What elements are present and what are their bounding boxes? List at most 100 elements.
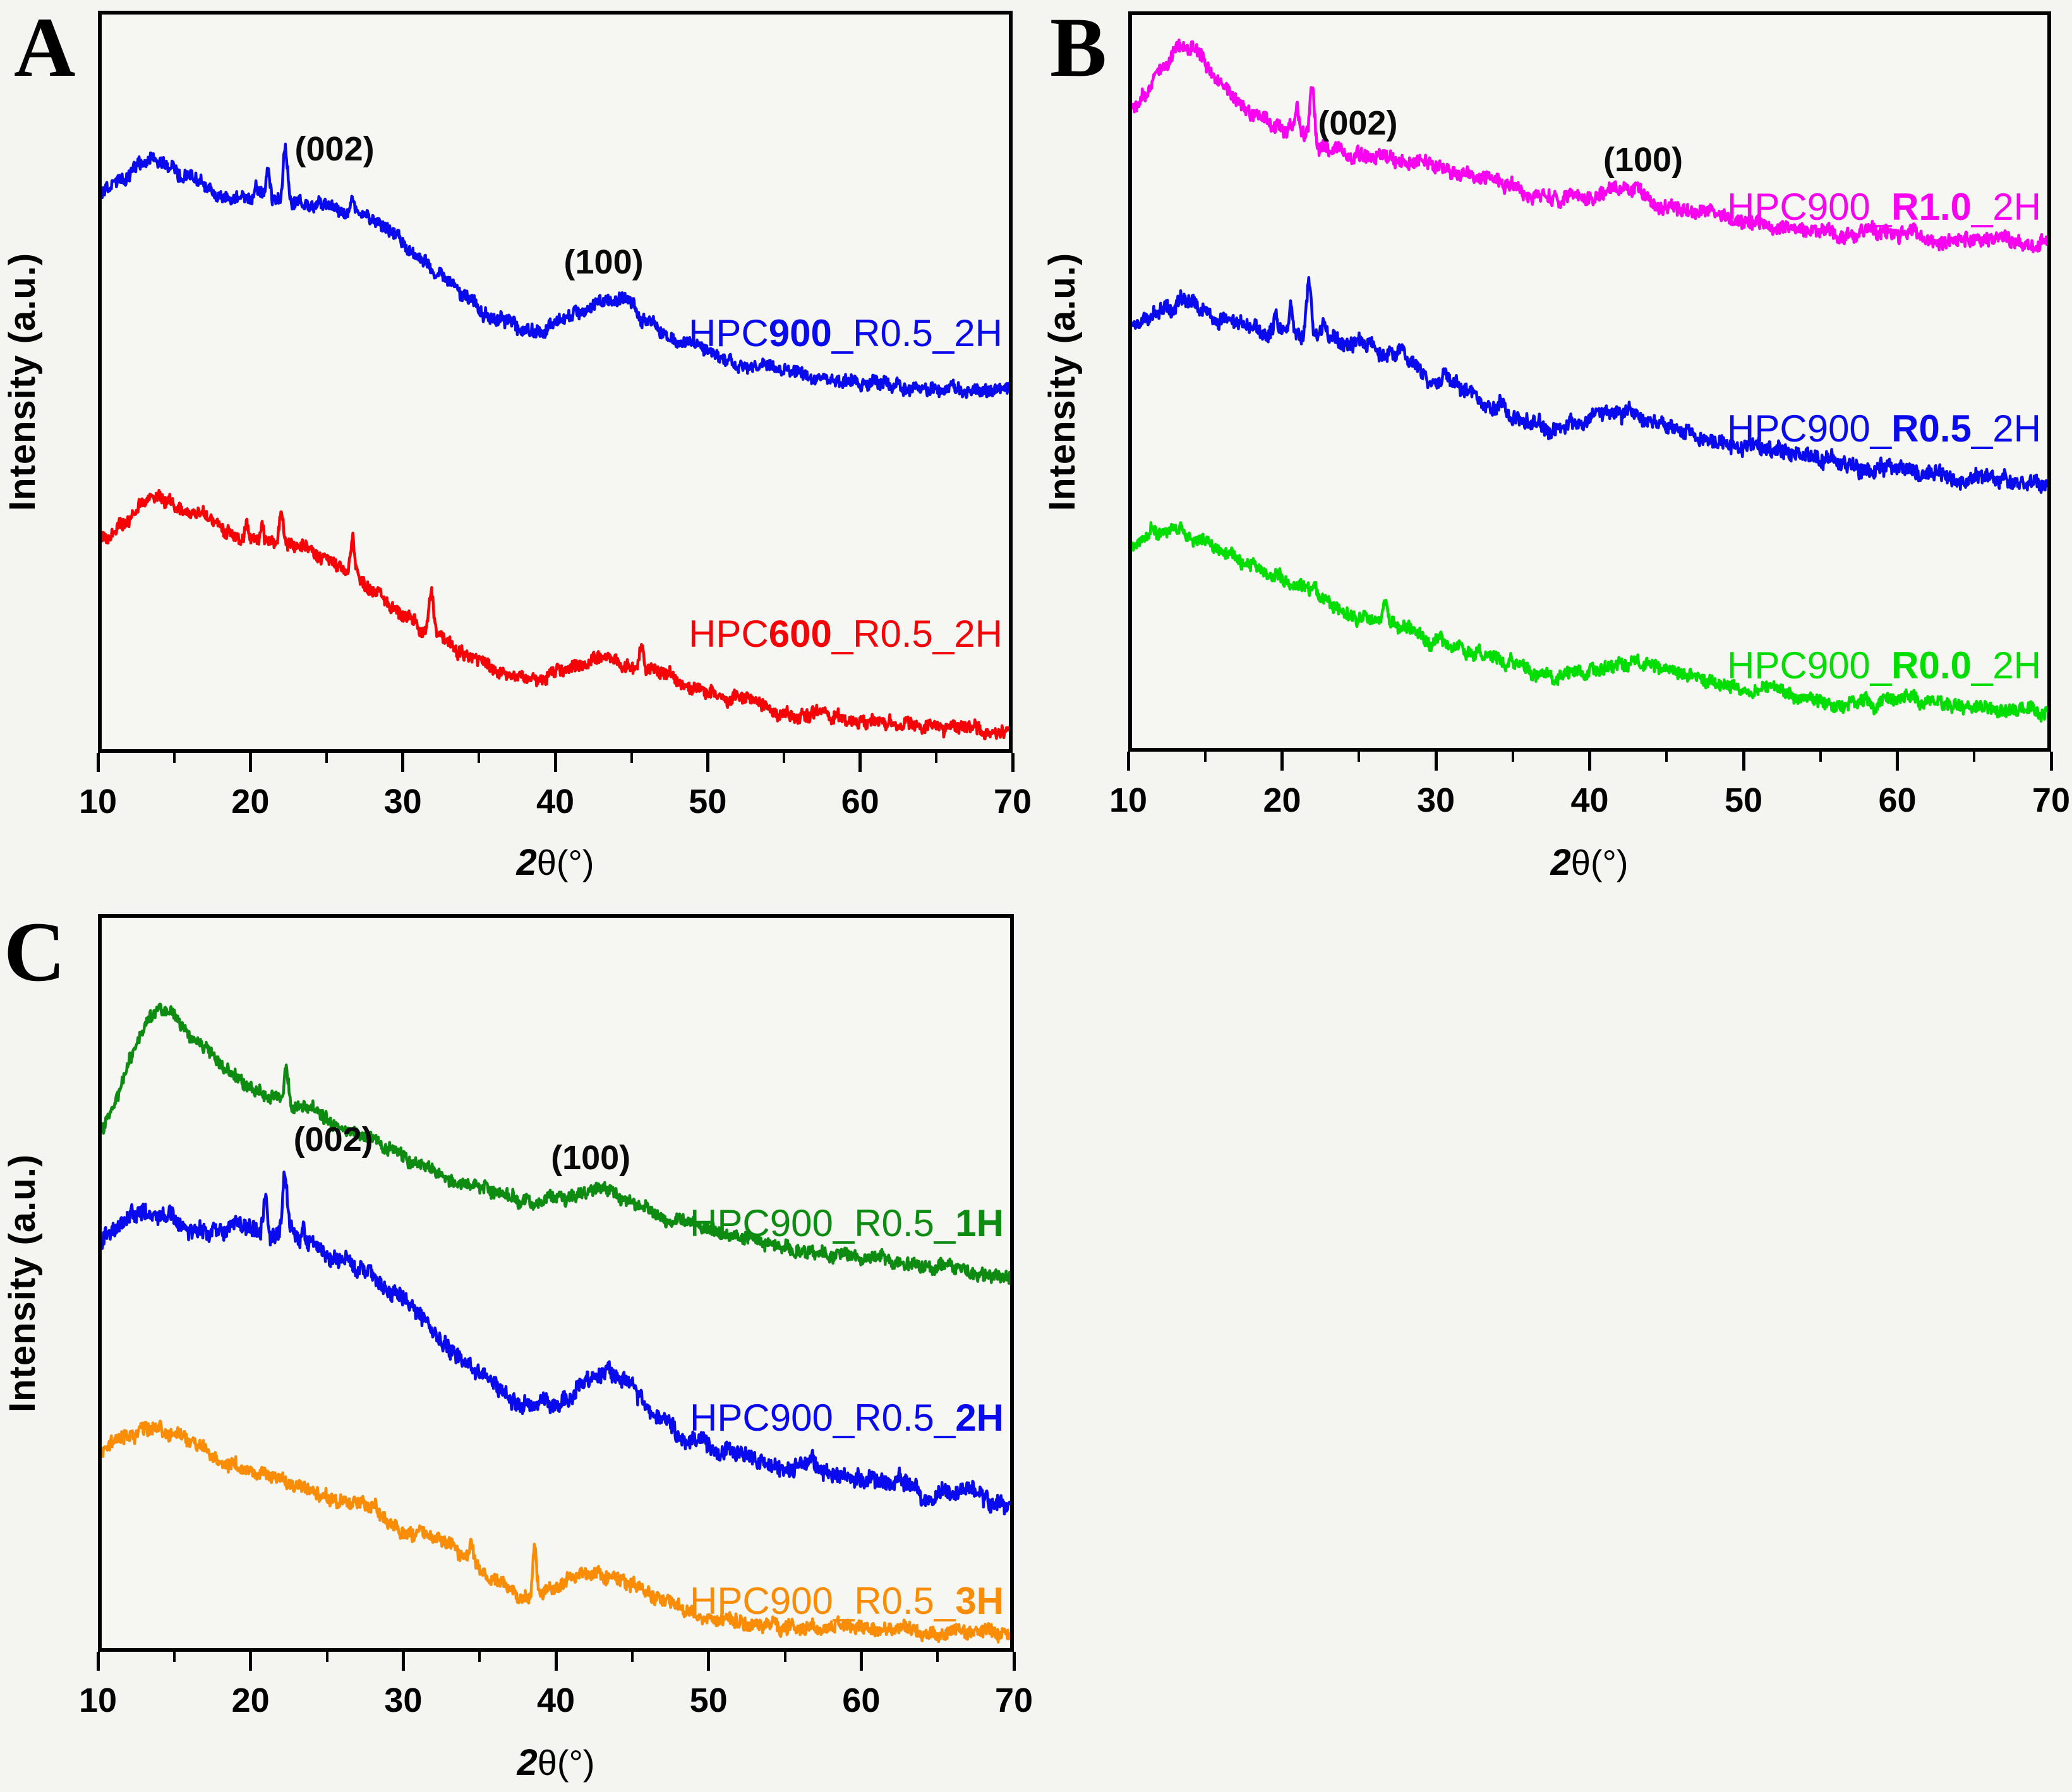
x-tick-label-50: 50 — [1724, 781, 1763, 819]
xrd-curve-hpc900_r1.0_2h — [1132, 39, 2047, 253]
plot-area-a: (002) (100) HPC900_R0.5_2H HPC600_R0.5_2H — [98, 11, 1013, 753]
x-axis-label-theta-deg: θ(°) — [537, 1743, 595, 1783]
x-tick-label-70: 70 — [994, 1681, 1033, 1719]
x-tick-label-40: 40 — [1570, 781, 1609, 819]
x-tick-minor-35 — [478, 1652, 481, 1662]
x-tick-label-40: 40 — [536, 1681, 575, 1719]
x-tick-minor-45 — [630, 753, 633, 763]
x-tick-major-60 — [1896, 752, 1899, 771]
x-tick-major-70 — [2049, 752, 2053, 771]
x-tick-major-70 — [1012, 1652, 1016, 1671]
x-axis-label-2: 2 — [1550, 842, 1571, 883]
xrd-curve-hpc900_r0.5_3h — [102, 1419, 1010, 1644]
x-tick-major-40 — [1588, 752, 1591, 771]
x-tick-minor-15 — [172, 753, 176, 763]
panel-letter-a: A — [14, 1, 76, 95]
panel-letter-b: B — [1050, 1, 1107, 95]
peak-annotation-002: (002) — [294, 130, 375, 169]
xrd-curve-hpc900_r0.5_2h — [102, 1170, 1010, 1516]
x-tick-major-30 — [1434, 752, 1438, 771]
x-tick-major-60 — [858, 753, 862, 772]
x-tick-label-20: 20 — [231, 783, 270, 821]
peak-annotation-002: (002) — [1318, 104, 1398, 142]
x-tick-label-10: 10 — [78, 1681, 117, 1719]
plot-area-b: (002) (100) HPC900_R1.0_2H HPC900_R0.5_2H HP… — [1128, 11, 2051, 752]
xrd-curve-hpc900_r0.5_2h — [102, 142, 1009, 399]
x-tick-label-30: 30 — [384, 1681, 423, 1719]
xrd-curve-hpc900_r0.5_1h — [102, 1002, 1010, 1285]
x-tick-minor-15 — [172, 1652, 176, 1662]
x-tick-label-60: 60 — [841, 783, 879, 821]
x-axis-label-theta-deg: θ(°) — [1570, 843, 1629, 882]
x-axis-label-2theta: 2θ(°) — [517, 1741, 594, 1784]
x-tick-major-30 — [401, 753, 405, 772]
x-axis-ticks-b: 10 20 30 40 50 60 70 — [1109, 752, 2070, 827]
series-label-hpc900_r0.5_2h: HPC900_R0.5_2H — [1727, 407, 2041, 450]
x-tick-minor-45 — [630, 1652, 634, 1662]
x-tick-major-70 — [1011, 753, 1015, 772]
x-tick-label-10: 10 — [78, 783, 117, 821]
peak-annotation-100: (100) — [563, 243, 644, 282]
x-tick-major-40 — [553, 753, 557, 772]
xrd-plot-canvas — [102, 1002, 1010, 1644]
x-tick-minor-65 — [935, 753, 938, 763]
series-label-hpc600_r0.5_2h: HPC600_R0.5_2H — [689, 612, 1003, 655]
x-axis-label-2theta: 2θ(°) — [1550, 841, 1628, 884]
x-tick-major-10 — [1126, 752, 1130, 771]
plot-area-c: (002) (100) HPC900_R0.5_1H HPC900_R0.5_2H HP… — [98, 914, 1014, 1652]
series-label-hpc900_r1.0_2h: HPC900_R1.0_2H — [1727, 186, 2041, 229]
series-label-hpc900_r0.5_2h: HPC900_R0.5_2H — [690, 1397, 1004, 1440]
x-tick-label-50: 50 — [689, 783, 727, 821]
x-tick-major-10 — [96, 1652, 100, 1671]
x-tick-label-40: 40 — [536, 783, 575, 821]
x-tick-minor-65 — [1973, 752, 1976, 762]
x-tick-minor-65 — [936, 1652, 939, 1662]
x-tick-minor-55 — [1819, 752, 1822, 762]
xrd-curve-hpc900_r0.5_2h — [1132, 275, 2047, 494]
x-tick-major-20 — [248, 753, 252, 772]
series-label-hpc900_r0.5_3h: HPC900_R0.5_3H — [690, 1580, 1004, 1623]
x-tick-minor-15 — [1203, 752, 1207, 762]
x-tick-minor-25 — [325, 1652, 328, 1662]
x-tick-label-70: 70 — [993, 783, 1032, 821]
x-tick-label-70: 70 — [2032, 781, 2071, 819]
x-tick-label-60: 60 — [842, 1681, 881, 1719]
x-tick-major-50 — [1742, 752, 1745, 771]
y-axis-label-intensity: Intensity (a.u.) — [2, 1153, 43, 1412]
x-axis-label-2: 2 — [516, 842, 537, 883]
peak-annotation-100: (100) — [1603, 141, 1684, 179]
xrd-plot-canvas — [1132, 39, 2047, 723]
x-tick-label-60: 60 — [1878, 781, 1917, 819]
x-axis-label-2: 2 — [517, 1742, 538, 1783]
panel-letter-c: C — [4, 905, 66, 999]
x-axis-ticks-a: 10 20 30 40 50 60 70 — [79, 753, 1032, 829]
series-label-hpc900_r0.5_1h: HPC900_R0.5_1H — [690, 1201, 1004, 1244]
xrd-curve-hpc600_r0.5_2h — [102, 488, 1009, 741]
x-tick-label-10: 10 — [1109, 781, 1148, 819]
xrd-curve-hpc900_r0.0_2h — [1132, 521, 2047, 723]
x-tick-label-30: 30 — [1416, 781, 1455, 819]
x-tick-major-20 — [249, 1652, 253, 1671]
x-axis-label-theta-deg: θ(°) — [536, 843, 594, 882]
x-tick-major-50 — [707, 1652, 711, 1671]
x-tick-major-50 — [706, 753, 709, 772]
x-tick-major-30 — [401, 1652, 405, 1671]
x-tick-minor-25 — [1358, 752, 1361, 762]
series-label-hpc900_r0.0_2h: HPC900_R0.0_2H — [1727, 644, 2041, 687]
x-tick-label-20: 20 — [231, 1681, 270, 1719]
x-tick-minor-45 — [1665, 752, 1668, 762]
x-tick-minor-35 — [478, 753, 481, 763]
x-tick-major-40 — [554, 1652, 558, 1671]
x-tick-major-10 — [96, 753, 100, 772]
x-tick-label-50: 50 — [689, 1681, 728, 1719]
x-axis-label-2theta: 2θ(°) — [516, 841, 594, 884]
x-tick-major-20 — [1280, 752, 1284, 771]
xrd-plot-canvas — [102, 142, 1009, 741]
y-axis-label-intensity: Intensity (a.u.) — [1042, 252, 1083, 511]
peak-annotation-100: (100) — [551, 1138, 631, 1177]
x-tick-minor-55 — [783, 753, 785, 763]
x-axis-ticks-c: 10 20 30 40 50 60 70 — [79, 1652, 1033, 1728]
x-tick-minor-25 — [325, 753, 328, 763]
x-tick-minor-35 — [1511, 752, 1514, 762]
